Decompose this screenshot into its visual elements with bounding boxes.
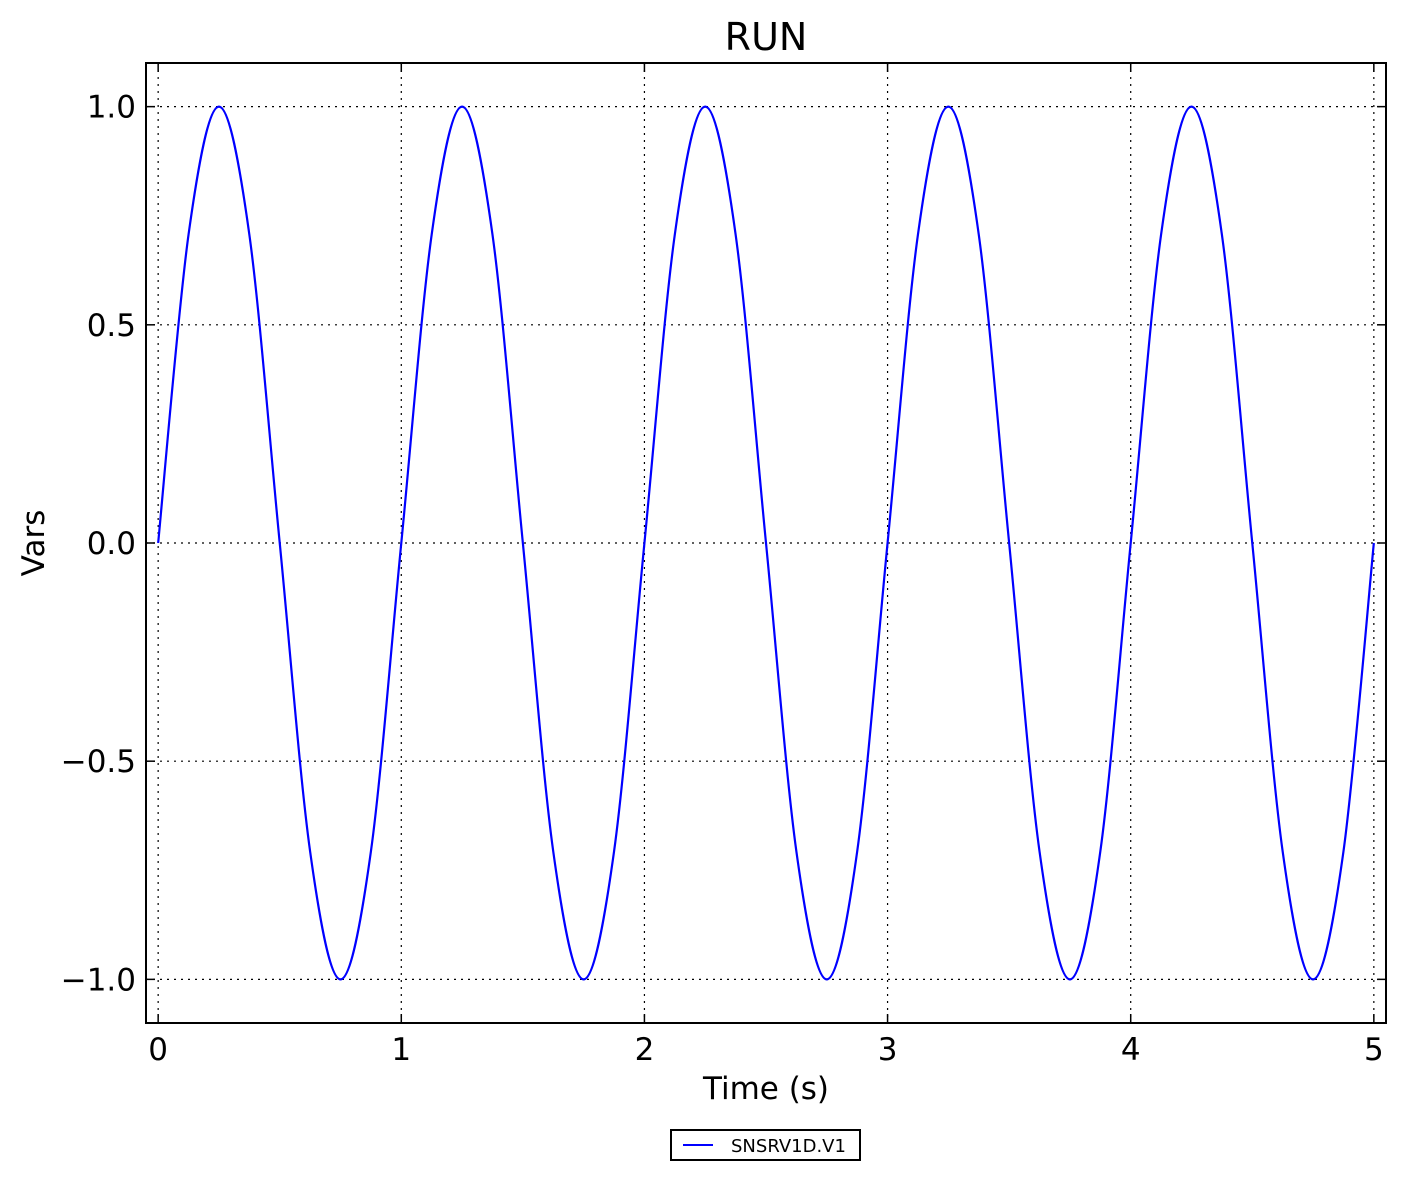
legend-label: SNSRV1D.V1 [731,1136,846,1157]
x-tick-label: 1 [391,1032,411,1068]
series-layer [157,105,1375,981]
y-tick-label: 0.0 [87,526,136,562]
y-axis-label: Vars [16,510,52,577]
x-tick-label: 2 [635,1032,655,1068]
grid [146,63,1386,1023]
y-tick-label: 0.5 [87,308,136,344]
x-axis-label: Time (s) [702,1071,829,1107]
y-tick-label: −1.0 [61,962,136,998]
legend: SNSRV1D.V1 [670,1129,861,1161]
x-tick-label: 4 [1121,1032,1141,1068]
x-tick-label: 3 [878,1032,898,1068]
y-tick-label: −0.5 [61,744,136,780]
axis-ticks: 0 1 2 3 4 5 −1.0 −0.5 0.0 0.5 1.0 [61,63,1386,1068]
x-tick-label: 5 [1364,1032,1384,1068]
legend-box [670,1129,861,1161]
plot-area-frame [145,62,1387,1024]
series-line-0 [157,105,1375,981]
y-tick-label: 1.0 [87,90,136,126]
x-tick-label: 0 [148,1032,168,1068]
chart-title: RUN [725,15,808,59]
